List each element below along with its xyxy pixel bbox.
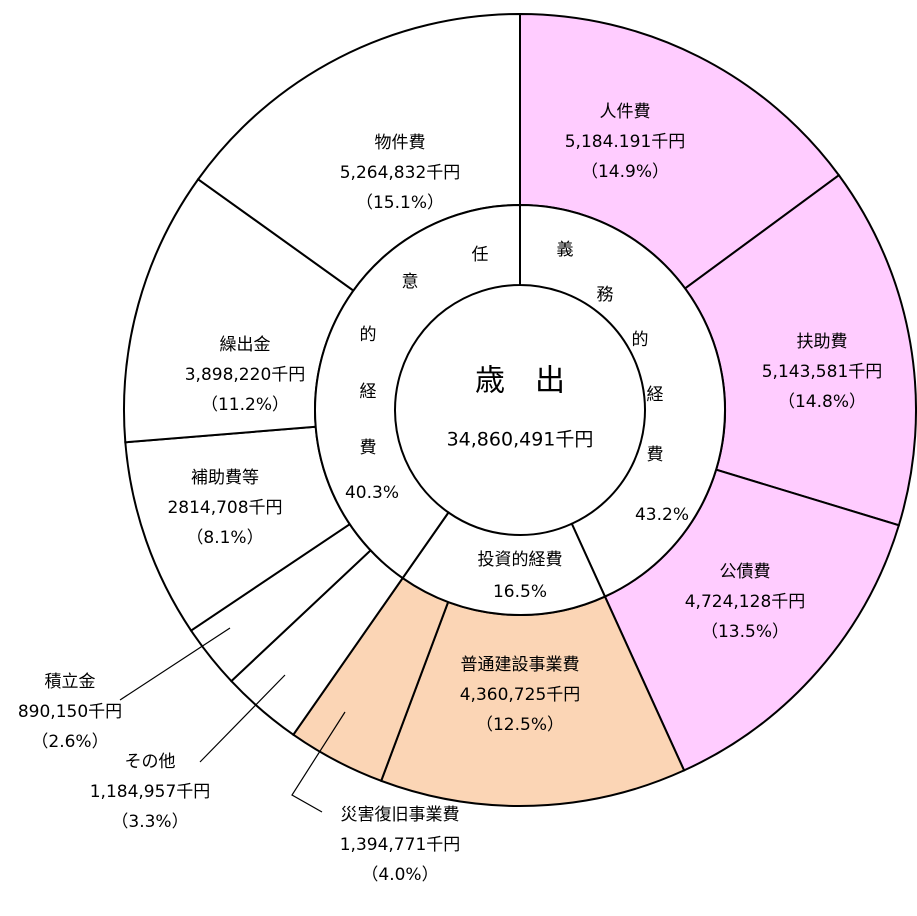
segment-percent: （13.5%） <box>701 622 789 642</box>
group-name: 投資的経費 <box>478 550 563 570</box>
segment-name: その他 <box>125 752 176 772</box>
group-char: 経 <box>360 382 377 402</box>
segment-amount: 1,394,771千円 <box>340 835 461 855</box>
segment-percent: （12.5%） <box>476 715 564 735</box>
group-name: 義務的経費 <box>557 240 664 465</box>
segment-name: 普通建設事業費 <box>461 655 580 675</box>
segment-amount: 5,264,832千円 <box>340 163 461 183</box>
group-char: 費 <box>647 445 664 465</box>
group-wedge <box>519 203 726 598</box>
group-char: 務 <box>597 285 614 305</box>
center-title: 歳 出 <box>475 364 565 399</box>
group-percent: 43.2% <box>635 505 689 525</box>
segment-amount: 5,184.191千円 <box>565 132 686 152</box>
segment-percent: （8.1%） <box>186 528 263 548</box>
group-wedge <box>314 203 521 580</box>
segment-name: 繰出金 <box>220 335 271 355</box>
segment-percent: （2.6%） <box>31 732 108 752</box>
segment-percent: （14.8%） <box>778 392 866 412</box>
group-char: 的 <box>360 325 377 345</box>
segment-amount: 1,184,957千円 <box>90 782 211 802</box>
group-char: 費 <box>360 438 377 458</box>
segment-name: 補助費等 <box>191 468 259 488</box>
segment-amount: 5,143,581千円 <box>762 362 883 382</box>
segment-percent: （14.9%） <box>581 162 669 182</box>
group-char: 意 <box>402 272 419 292</box>
group-char: 的 <box>632 330 649 350</box>
segment-name: 物件費 <box>375 133 426 153</box>
group-char: 経 <box>647 385 664 405</box>
leader-line <box>291 711 346 813</box>
segment-name: 積立金 <box>45 672 96 692</box>
group-name: 任意的経費 <box>360 245 489 458</box>
group-char: 任 <box>472 245 489 265</box>
segment-amount: 3,898,220千円 <box>185 365 306 385</box>
segment-percent: （4.0%） <box>361 865 438 885</box>
center-value: 34,860,491千円 <box>447 429 594 451</box>
leader-line <box>199 674 286 763</box>
segment-amount: 4,724,128千円 <box>685 592 806 612</box>
segment-amount: 4,360,725千円 <box>460 685 581 705</box>
segment-percent: （15.1%） <box>356 193 444 213</box>
segment-amount: 2814,708千円 <box>167 498 282 518</box>
segment-percent: （11.2%） <box>201 395 289 415</box>
group-percent: 40.3% <box>345 483 399 503</box>
group-percent: 16.5% <box>493 582 547 602</box>
segment-percent: （3.3%） <box>111 812 188 832</box>
group-char: 義 <box>557 240 574 260</box>
segment-name: 災害復旧事業費 <box>341 805 460 825</box>
segment-name: 扶助費 <box>797 332 848 352</box>
segment-amount: 890,150千円 <box>18 702 122 722</box>
leader-line <box>119 627 231 701</box>
segment-name: 公債費 <box>720 562 771 582</box>
segment-name: 人件費 <box>600 102 651 122</box>
